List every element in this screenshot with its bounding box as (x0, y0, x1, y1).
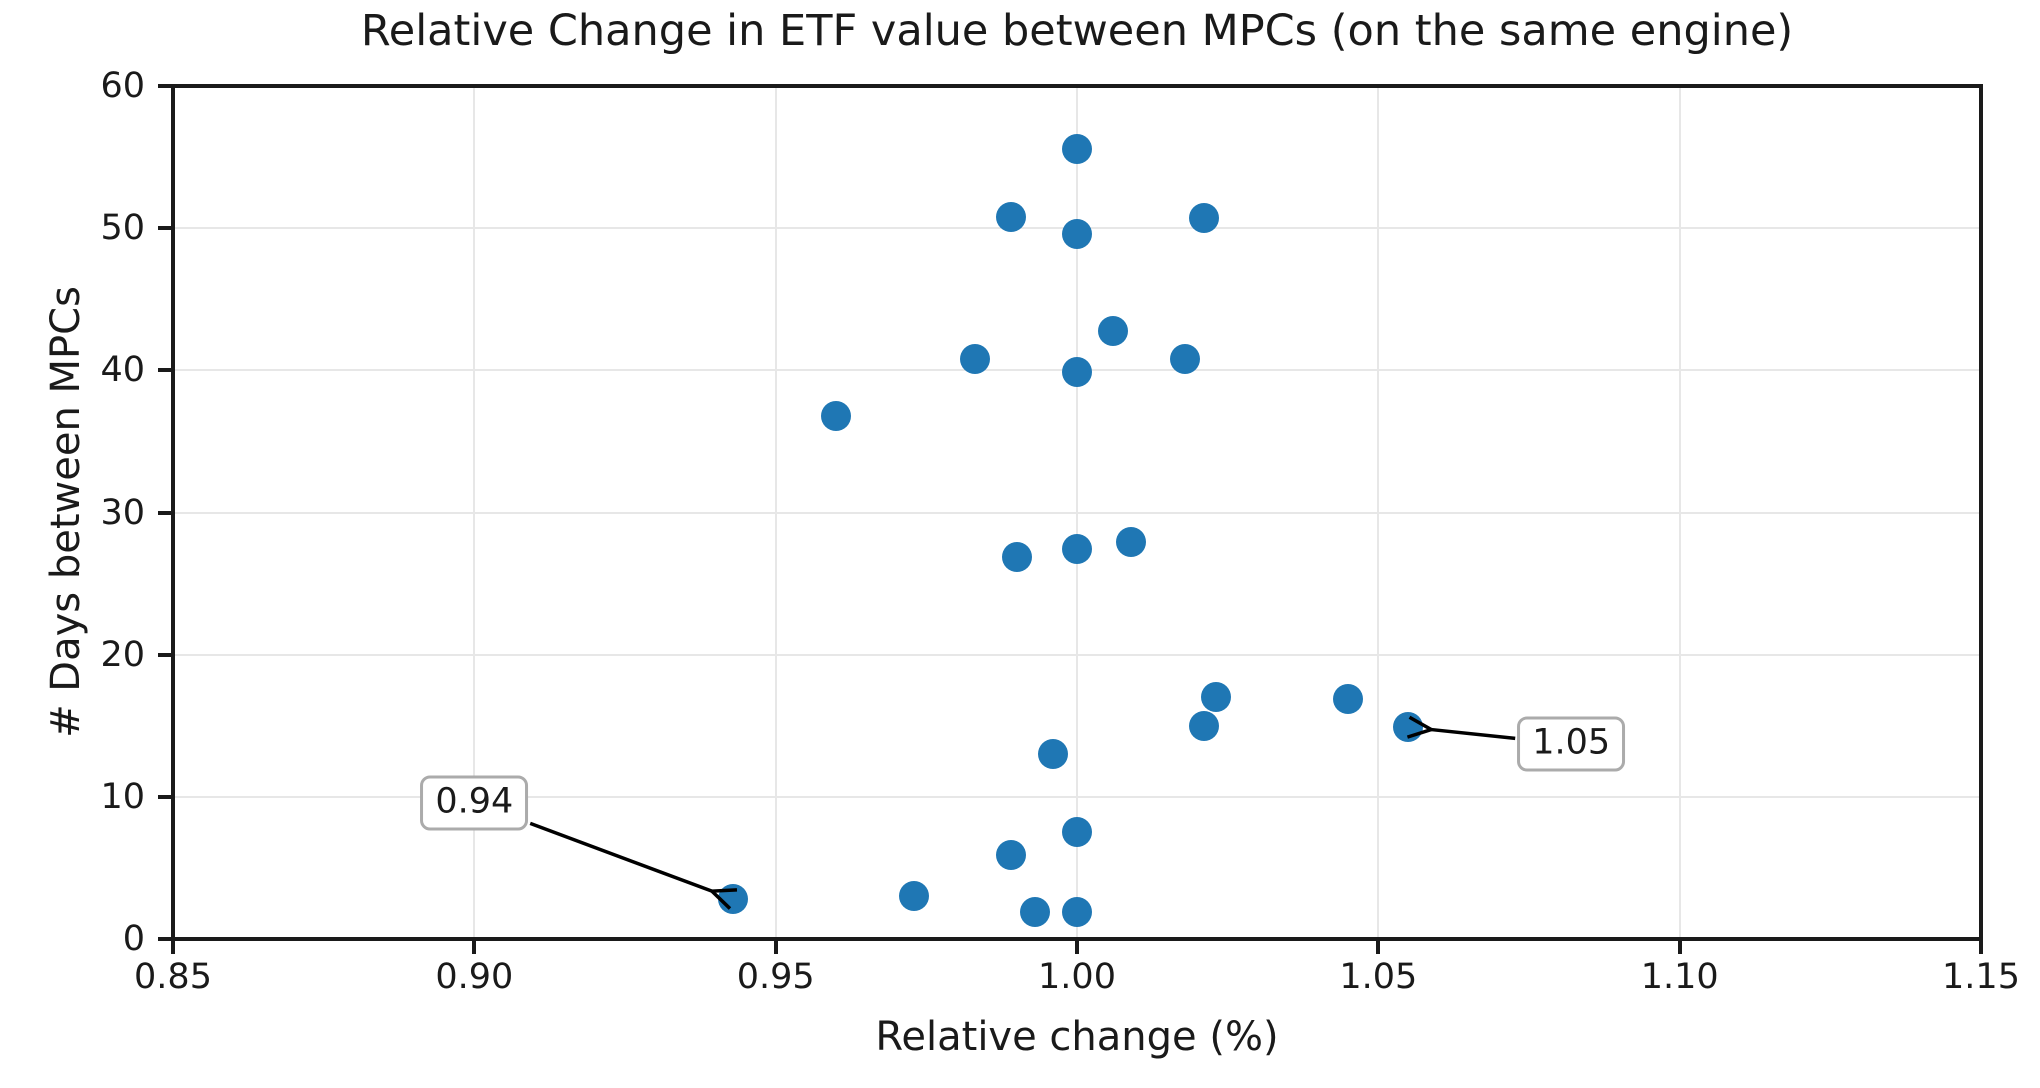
x-tick-label: 1.10 (1640, 957, 1719, 997)
x-tick-label: 0.90 (435, 957, 514, 997)
y-gridline (173, 795, 1981, 798)
annotation-arrows-layer (529, 86, 1516, 939)
scatter-point (1333, 683, 1364, 714)
x-tick (472, 941, 477, 954)
y-tick-label: 10 (100, 776, 145, 817)
scatter-point (1001, 541, 1032, 572)
y-gridline (173, 511, 1981, 514)
y-tick-label: 30 (100, 492, 145, 533)
x-tick-label: 1.05 (1339, 957, 1418, 997)
y-tick (158, 368, 171, 373)
scatter-point (1019, 896, 1050, 927)
y-tick-label: 20 (100, 634, 145, 675)
y-tick (158, 510, 171, 515)
scatter-point (1170, 343, 1201, 374)
x-tick-label: 1.15 (1942, 957, 2020, 997)
scatter-point (820, 400, 851, 431)
scatter-point (995, 840, 1026, 871)
x-tick (1979, 941, 1983, 954)
y-tick (158, 937, 171, 941)
annotation-arrow (1431, 730, 1516, 741)
y-tick-label: 60 (100, 66, 145, 106)
scatter-point (995, 201, 1026, 232)
x-tick-label: 0.85 (134, 957, 212, 997)
y-tick (158, 794, 171, 799)
chart-title: Relative Change in ETF value between MPC… (360, 6, 1794, 56)
x-tick-label: 0.95 (736, 957, 815, 997)
annotation-arrow (529, 821, 712, 891)
y-tick-label: 40 (100, 350, 145, 391)
scatter-point (1062, 896, 1092, 927)
x-tick-label: 1.00 (1038, 957, 1116, 997)
y-tick-label: 50 (100, 208, 145, 249)
y-gridline (173, 653, 1981, 656)
scatter-point (1200, 682, 1231, 713)
annotation-box: 0.94 (420, 775, 529, 831)
scatter-point (1116, 527, 1147, 558)
y-tick (158, 652, 171, 657)
scatter-point (1188, 710, 1219, 741)
scatter-point (1062, 817, 1092, 848)
plot-area: 0.94 1.05 (171, 84, 1983, 941)
x-tick (773, 941, 778, 954)
annotation-box: 1.05 (1517, 716, 1626, 772)
scatter-point (1062, 133, 1092, 164)
x-tick (1376, 941, 1381, 954)
y-tick (158, 84, 171, 88)
y-tick-label: 0 (122, 919, 145, 959)
scatter-point (1098, 315, 1129, 346)
x-tick (1075, 941, 1079, 954)
scatter-point (1062, 534, 1092, 565)
scatter-point (899, 881, 930, 912)
x-axis-label: Relative change (%) (875, 1014, 1279, 1060)
scatter-point (1188, 203, 1219, 234)
y-tick (158, 226, 171, 231)
scatter-point (1062, 356, 1092, 387)
y-axis-label: # Days between MPCs (43, 286, 89, 738)
x-tick (1677, 941, 1682, 954)
x-tick (171, 941, 175, 954)
scatter-point (1062, 218, 1092, 249)
scatter-point (1037, 739, 1068, 770)
scatter-point (959, 343, 990, 374)
